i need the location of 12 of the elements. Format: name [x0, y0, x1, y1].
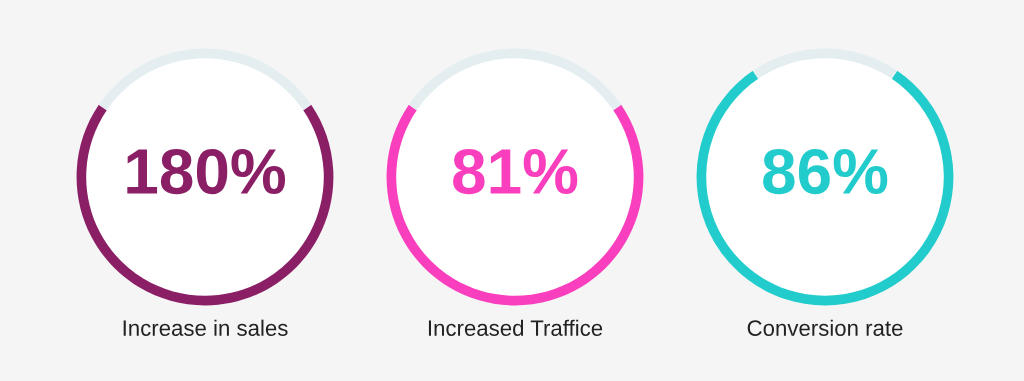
donut-slice — [752, 48, 898, 79]
text: Conversion rate — [747, 319, 903, 336]
text: 81% — [453, 148, 578, 195]
text: 86% — [763, 148, 888, 195]
text: 180% — [127, 148, 286, 195]
text: Increased Traffice — [428, 319, 603, 336]
donut-slice — [98, 48, 312, 111]
donut-slice — [408, 48, 622, 111]
donut-slice — [386, 104, 644, 306]
donut-slice — [76, 104, 334, 306]
text: Increase in sales — [123, 319, 288, 336]
donut-slice — [696, 70, 954, 306]
